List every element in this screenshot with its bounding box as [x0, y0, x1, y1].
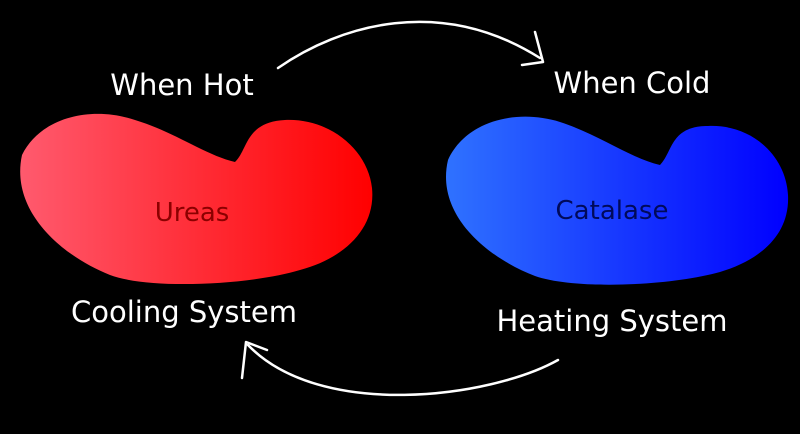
- when-cold-label: When Cold: [554, 66, 711, 100]
- when-hot-label: When Hot: [110, 68, 253, 102]
- catalase-enzyme-label: Catalase: [556, 196, 669, 226]
- ureas-enzyme-blob: [20, 113, 373, 285]
- top-arrow-curve: [276, 20, 542, 70]
- hot-group: When Hot Ureas Cooling System: [20, 68, 373, 329]
- heating-system-label: Heating System: [497, 304, 728, 338]
- bottom-arrow-curve: [246, 343, 560, 397]
- bottom-arrow-head: [240, 340, 269, 380]
- catalase-enzyme-blob: [446, 116, 789, 285]
- cooling-system-label: Cooling System: [71, 295, 297, 329]
- top-arrow: [276, 20, 545, 70]
- bottom-arrow: [240, 340, 560, 397]
- top-arrow-head: [520, 30, 545, 67]
- ureas-enzyme-label: Ureas: [155, 198, 230, 228]
- cold-group: When Cold Catalase Heating System: [446, 66, 789, 338]
